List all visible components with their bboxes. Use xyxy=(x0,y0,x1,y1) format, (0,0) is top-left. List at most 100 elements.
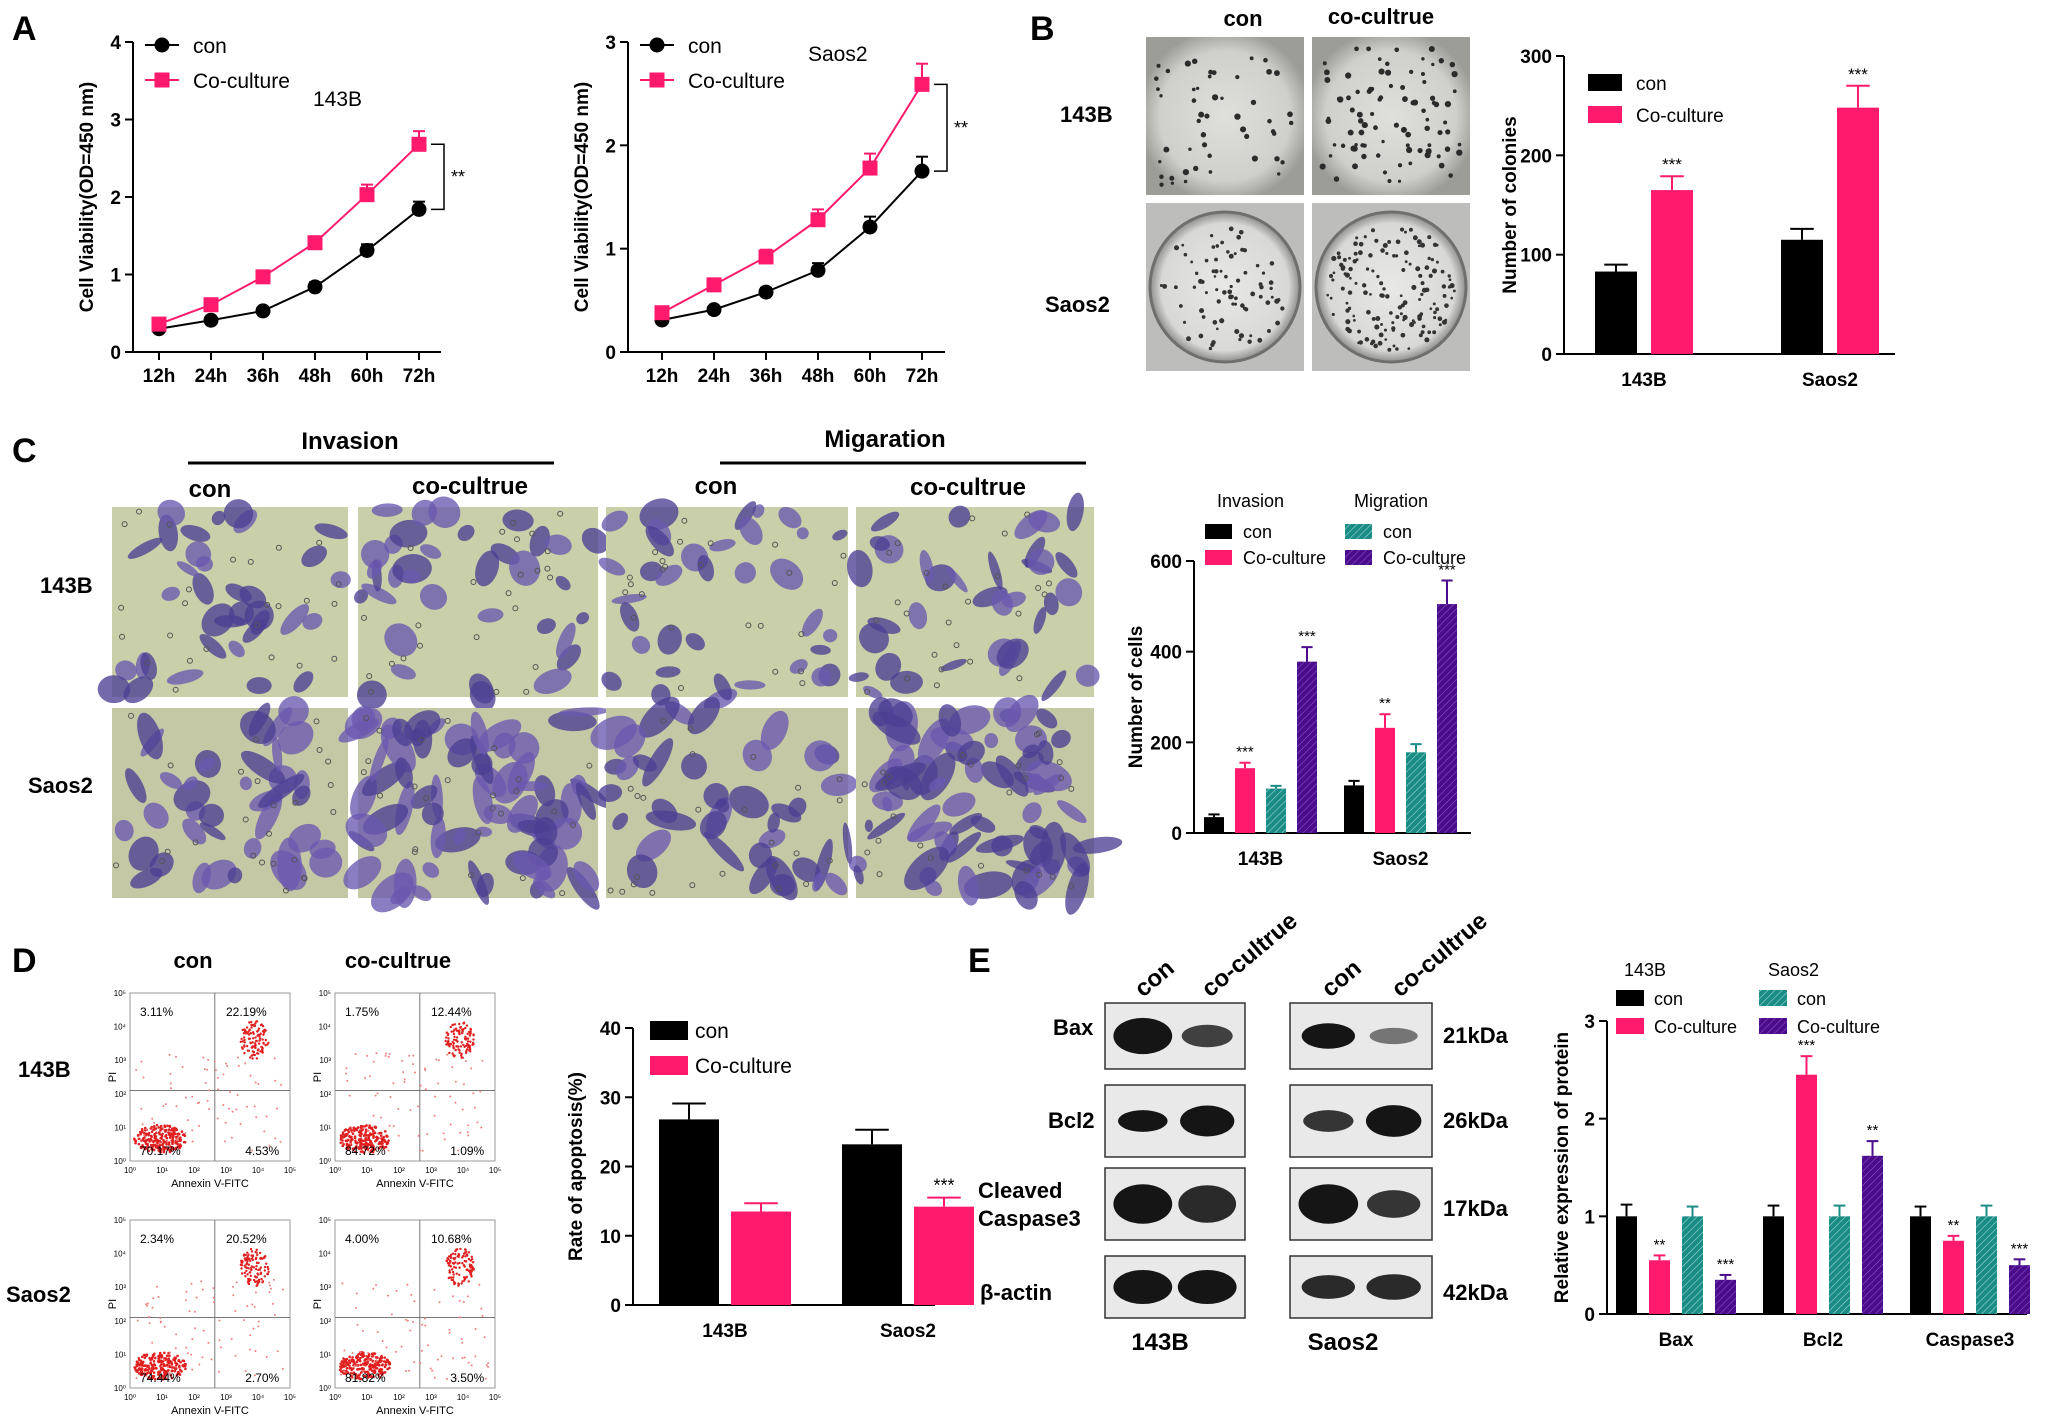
event-dot xyxy=(143,1134,146,1137)
membrane-pore xyxy=(652,549,659,556)
stained-cell xyxy=(575,782,597,820)
colony-dot xyxy=(1322,61,1327,66)
event-dot xyxy=(222,1073,225,1076)
blot-band xyxy=(1369,1027,1418,1045)
legend-swatch xyxy=(1759,990,1787,1006)
event-dot xyxy=(274,1079,277,1082)
colony-dot xyxy=(1375,153,1381,158)
flow-y-tick: 10⁰ xyxy=(114,1157,126,1166)
membrane-pore xyxy=(331,655,338,662)
x-tick-label: 143B xyxy=(1621,370,1666,391)
event-dot xyxy=(186,1119,189,1122)
event-dot xyxy=(461,1262,464,1265)
event-dot xyxy=(387,1139,390,1142)
stained-cell xyxy=(687,697,721,735)
event-dot xyxy=(165,1354,169,1358)
stained-cell xyxy=(201,859,237,890)
event-dot xyxy=(366,1134,369,1137)
event-dot xyxy=(182,1133,186,1136)
event-dot xyxy=(368,1124,371,1127)
event-dot xyxy=(203,1068,206,1071)
quadrant-q4: 4.53% xyxy=(245,1144,279,1158)
event-dot xyxy=(255,1020,259,1023)
stained-cell xyxy=(734,562,756,584)
event-dot xyxy=(264,1044,267,1047)
event-dot xyxy=(351,1138,354,1141)
event-dot xyxy=(265,1262,268,1265)
event-dot xyxy=(256,1253,259,1257)
event-dot xyxy=(352,1367,355,1370)
colony-dot xyxy=(1408,262,1412,266)
stained-cell xyxy=(767,812,780,833)
event-dot xyxy=(359,1130,363,1134)
event-dot xyxy=(172,1147,175,1151)
event-dot xyxy=(348,1355,351,1359)
stained-cell xyxy=(137,712,163,760)
event-dot xyxy=(354,1306,357,1309)
blot-band xyxy=(1366,1274,1421,1300)
event-dot xyxy=(453,1256,457,1260)
colony-dot xyxy=(1413,321,1416,324)
flow-y-tick: 10⁴ xyxy=(319,1250,332,1259)
event-dot xyxy=(243,1264,246,1267)
stained-cell xyxy=(930,726,974,752)
event-dot xyxy=(395,1350,398,1353)
stained-cell xyxy=(739,516,763,545)
event-dot xyxy=(237,1064,240,1067)
colony-dot xyxy=(1395,347,1399,351)
event-dot xyxy=(188,1310,191,1313)
membrane-pore xyxy=(275,544,282,551)
blot-band xyxy=(1303,1110,1354,1132)
event-dot xyxy=(451,1270,455,1274)
event-dot xyxy=(137,1137,141,1141)
event-dot xyxy=(460,1041,463,1044)
event-dot xyxy=(400,1345,403,1348)
event-dot xyxy=(169,1145,173,1149)
colony-dot xyxy=(1388,83,1394,89)
event-dot xyxy=(251,1303,254,1306)
event-dot xyxy=(145,1372,149,1375)
flow-col-label-coculture: co-cultrue xyxy=(345,948,451,973)
event-dot xyxy=(454,1261,457,1264)
event-dot xyxy=(481,1059,484,1062)
event-dot xyxy=(358,1367,361,1371)
event-dot xyxy=(174,1146,177,1150)
colony-dot xyxy=(1209,234,1214,238)
flow-x-tick: 10³ xyxy=(425,1393,437,1402)
event-dot xyxy=(198,1363,201,1366)
event-dot xyxy=(162,1139,165,1142)
event-dot xyxy=(370,1127,374,1131)
event-dot xyxy=(446,1042,450,1045)
event-dot xyxy=(467,1134,470,1137)
event-dot xyxy=(339,1362,342,1365)
event-dot xyxy=(273,1278,276,1281)
membrane-pore xyxy=(861,781,868,788)
stained-cell xyxy=(517,819,548,834)
event-dot xyxy=(478,1283,481,1286)
stained-cell xyxy=(395,757,413,789)
membrane-pore xyxy=(894,599,901,606)
event-dot xyxy=(363,1139,367,1142)
event-dot xyxy=(448,1051,451,1055)
legend-swatch xyxy=(1205,524,1232,539)
event-dot xyxy=(365,1355,369,1358)
colony-dot xyxy=(1420,330,1425,335)
colony-dot xyxy=(1409,322,1415,328)
event-dot xyxy=(142,1076,145,1079)
event-dot xyxy=(154,1135,158,1138)
event-dot xyxy=(387,1149,390,1152)
colony-dot xyxy=(1192,285,1197,289)
membrane-pore xyxy=(264,601,271,608)
significance-label: *** xyxy=(2011,1240,2029,1257)
event-dot xyxy=(424,1088,427,1091)
event-dot xyxy=(363,1374,367,1378)
event-dot xyxy=(345,1067,348,1070)
flow-x-tick: 10³ xyxy=(425,1166,437,1175)
colony-dot xyxy=(1191,58,1198,65)
event-dot xyxy=(246,1256,249,1260)
membrane-pore xyxy=(757,622,764,629)
membrane-pore xyxy=(864,849,871,856)
event-dot xyxy=(164,1103,167,1106)
event-dot xyxy=(269,1284,272,1287)
